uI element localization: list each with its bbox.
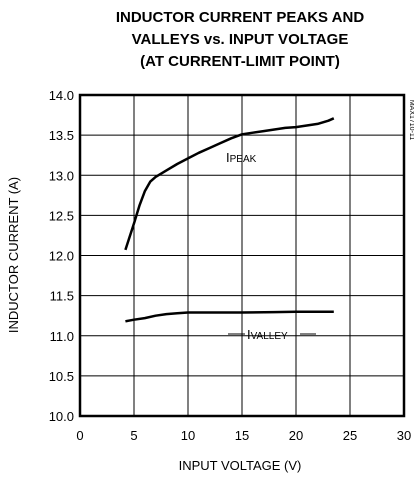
series-label-sub: VALLEY [251, 331, 288, 342]
x-tick-label: 0 [76, 428, 83, 443]
y-tick-label: 14.0 [49, 88, 74, 103]
chart-title: VALLEYS vs. INPUT VOLTAGE [132, 31, 349, 48]
series-label: IPEAK [226, 150, 257, 165]
y-tick-label: 13.0 [49, 168, 74, 183]
x-tick-label: 15 [235, 428, 249, 443]
x-tick-label: 25 [343, 428, 357, 443]
data-line [125, 310, 334, 323]
series-label: IVALLEY [247, 327, 288, 342]
chart-title: INDUCTOR CURRENT PEAKS AND [116, 9, 365, 26]
y-tick-label: 11.0 [50, 329, 74, 344]
x-tick-label: 30 [397, 428, 411, 443]
x-tick-label: 10 [181, 428, 195, 443]
figure-id: MAX1710-11 [408, 100, 414, 140]
y-tick-label: 10.0 [49, 409, 74, 424]
series-label-sub: PEAK [230, 154, 257, 165]
y-axis-label: INDUCTOR CURRENT (A) [6, 177, 21, 333]
y-tick-label: 13.5 [49, 128, 74, 143]
x-axis-label: INPUT VOLTAGE (V) [179, 458, 302, 473]
y-tick-label: 11.5 [50, 289, 74, 304]
y-tick-label: 10.5 [49, 369, 74, 384]
chart-title: (AT CURRENT-LIMIT POINT) [140, 53, 340, 70]
plot-frame [78, 93, 406, 418]
x-tick-label: 20 [289, 428, 303, 443]
series-label-main: I [226, 150, 230, 165]
y-tick-label: 12.0 [49, 249, 74, 264]
data-line [124, 117, 335, 251]
series-label-main: I [247, 327, 251, 342]
y-tick-label: 12.5 [49, 208, 74, 223]
x-tick-label: 5 [130, 428, 137, 443]
